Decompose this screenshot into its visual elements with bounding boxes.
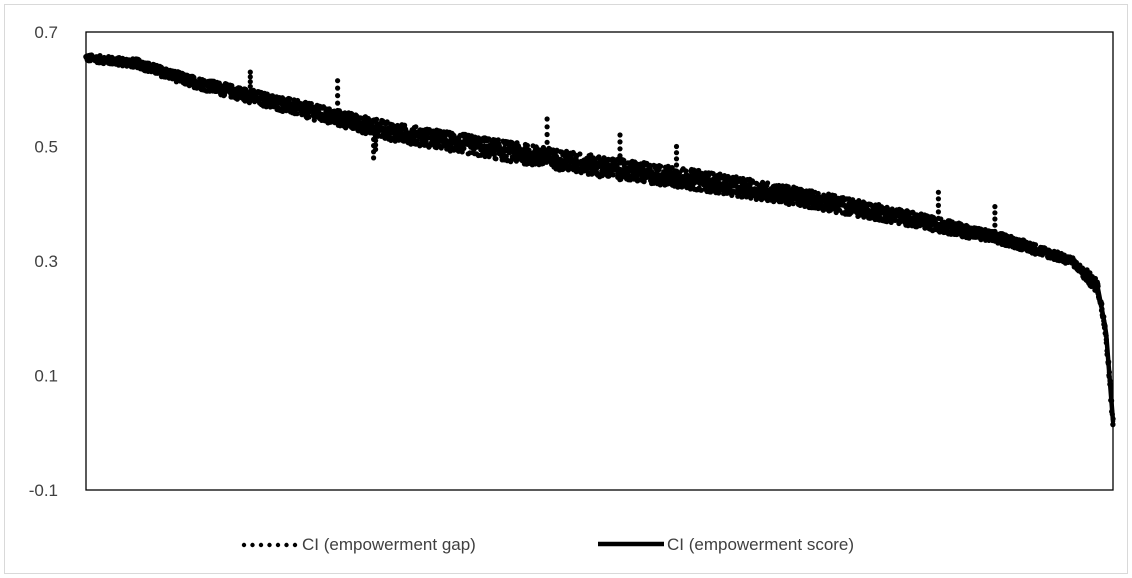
legend-dot [241,542,247,548]
legend-dot [258,542,264,548]
gap-outlier-point [992,222,998,228]
gap-outlier-point [373,138,379,144]
gap-outlier-point [673,150,680,156]
gap-outlier-point [992,210,998,216]
gap-outlier-point [935,196,942,202]
series-empowerment-score-line [83,55,1116,424]
gap-outlier-point [617,146,623,152]
gap-outlier-point [673,162,680,168]
gap-point [832,193,838,199]
legend-dot [267,542,272,548]
plot-area-border [85,31,1114,491]
gap-outlier-point [673,143,680,150]
gap-outlier-point [335,78,341,84]
gap-point [577,151,583,157]
gap-outlier-point [335,100,341,106]
gap-point [596,154,602,160]
legend-label-empowerment-score: CI (empowerment score) [667,535,854,554]
gap-point [658,163,664,169]
gap-point [790,201,796,207]
gap-outlier-point [935,202,942,208]
legend-dot [292,542,298,548]
y-tick-label: 0.3 [34,252,58,271]
gap-outlier-point [247,88,253,94]
gap-point [565,167,571,173]
legend-dot [250,542,255,548]
legend-entry-empowerment-gap: CI (empowerment gap) [241,535,476,554]
gap-point [452,134,458,141]
gap-point [856,198,862,204]
gap-outlier-point [335,93,341,99]
gap-outlier-point [373,142,379,148]
gap-point [495,137,501,143]
gap-point [294,111,300,117]
gap-outlier-point [544,116,550,122]
gap-outlier-point [992,216,998,222]
gap-point [461,145,467,151]
gap-outlier-point [247,69,253,75]
gap-outlier-point [617,153,623,159]
gap-point [610,172,616,178]
gap-outlier-point [935,215,942,221]
gap-point [503,153,509,159]
gap-outlier-point [544,131,550,138]
gap-outlier-point [247,83,253,90]
gap-outlier-point [544,124,550,130]
legend-dot [275,542,281,548]
gap-outlier-point [335,85,341,91]
gap-point [191,75,197,81]
gap-outlier-point [544,147,550,153]
gap-point [402,122,408,128]
gap-outlier-point [992,204,998,210]
legend: CI (empowerment gap) CI (empowerment sco… [241,535,854,554]
gap-point [618,176,624,182]
gap-point [785,185,791,191]
gap-point [413,124,419,130]
legend-swatch-dotted [241,542,298,548]
y-tick-label: -0.1 [29,481,58,500]
gap-point [765,180,771,186]
gap-outlier-point [935,209,942,215]
gap-point [1110,422,1116,428]
gap-outlier-point [935,189,942,195]
gap-point [486,154,492,160]
y-axis-tick-labels: 0.7 0.5 0.3 0.1 -0.1 [29,23,58,500]
gap-point [740,175,746,182]
gap-outlier-point [673,168,680,174]
gap-point [524,143,530,149]
gap-outlier-point [673,156,680,162]
gap-point [221,93,227,99]
gap-outlier-point [373,129,379,135]
gap-point [308,101,314,107]
gap-point [1032,242,1039,248]
gap-point [493,156,499,162]
legend-dot [284,542,289,548]
gap-outlier-point [373,146,379,152]
gap-outlier-point [247,74,253,80]
gap-outlier-point [373,133,379,139]
gap-outlier-point [617,132,623,138]
gap-point [228,83,234,89]
chart-outer-border [4,4,1128,574]
legend-label-empowerment-gap: CI (empowerment gap) [302,535,476,554]
gap-outlier-point [992,228,998,234]
gap-point [326,106,332,112]
y-tick-label: 0.1 [34,367,58,386]
gap-point [306,114,312,120]
gap-outlier-point [617,139,623,145]
gap-point [647,162,653,168]
gap-outlier-point [617,159,623,166]
gap-outlier-point [371,155,377,161]
gap-point [287,96,293,102]
gap-outlier-point [544,139,550,145]
y-tick-label: 0.7 [34,23,58,42]
gap-outlier-point [335,107,341,114]
y-tick-label: 0.5 [34,138,58,157]
gap-outlier-point [247,79,253,85]
legend-entry-empowerment-score: CI (empowerment score) [598,535,854,554]
